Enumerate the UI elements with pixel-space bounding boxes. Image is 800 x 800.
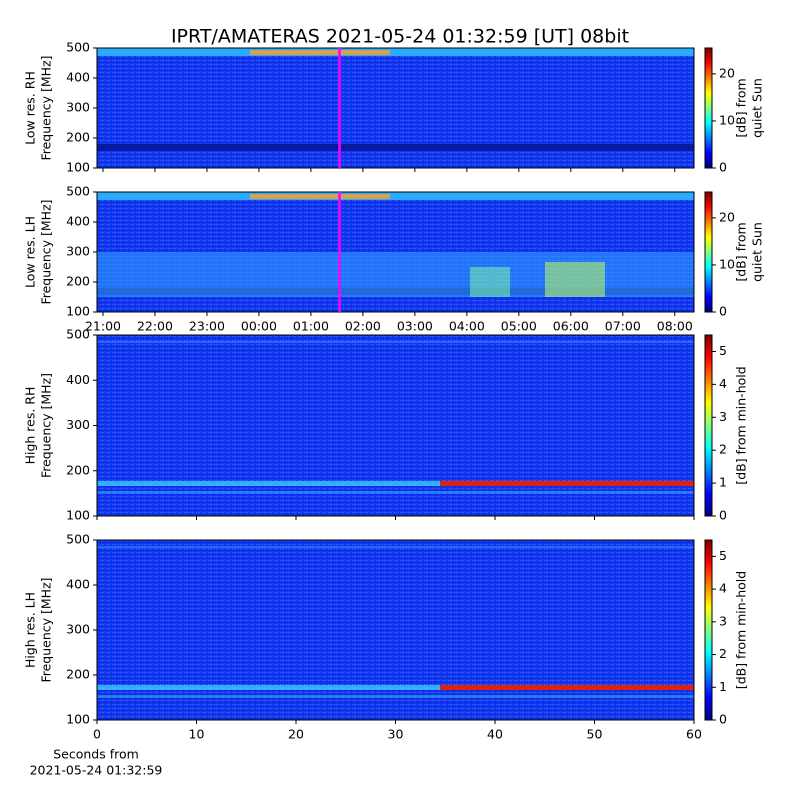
y-tick-label: 100: [66, 508, 90, 523]
emission-band: [440, 481, 694, 486]
y-tick-label: 300: [66, 417, 90, 432]
y-axis-label: Frequency [MHz]: [39, 55, 54, 160]
colorbar-tick-label: 0: [719, 712, 727, 727]
x-axis-label: Seconds from: [53, 747, 139, 762]
emission-band: [97, 341, 694, 343]
y-tick-label: 200: [66, 274, 90, 289]
y-axis-label: High res. LH: [23, 592, 38, 668]
colorbar: [704, 334, 713, 517]
x-tick-label: 08:00: [657, 319, 693, 334]
emission-band: [97, 491, 694, 494]
y-tick-label: 200: [66, 667, 90, 682]
colorbar-tick-label: 10: [719, 112, 735, 127]
y-tick-label: 500: [66, 532, 90, 547]
y-tick-label: 500: [66, 184, 90, 199]
colorbar-label: [dB] from min-hold: [734, 571, 749, 689]
y-axis-label: Frequency [MHz]: [39, 373, 54, 478]
y-tick-label: 400: [66, 70, 90, 85]
emission-band: [97, 192, 694, 200]
y-tick-label: 300: [66, 622, 90, 637]
colorbar-tick-label: 0: [719, 304, 727, 319]
emission-region: [545, 262, 605, 297]
y-axis-label: Frequency [MHz]: [39, 577, 54, 682]
y-tick-label: 100: [66, 304, 90, 319]
x-tick-label: 10: [189, 727, 205, 742]
y-tick-label: 100: [66, 712, 90, 727]
emission-band: [250, 194, 390, 199]
x-tick-label: 50: [587, 727, 603, 742]
colorbar-tick-label: 10: [719, 256, 735, 271]
spectrogram: [97, 335, 694, 516]
colorbar-tick-label: 4: [719, 581, 727, 596]
x-tick-label: 0: [93, 727, 101, 742]
x-tick-label: 05:00: [501, 319, 537, 334]
colorbar-tick-label: 4: [719, 376, 727, 391]
emission-region: [470, 267, 510, 297]
y-tick-label: 400: [66, 372, 90, 387]
y-tick-label: 200: [66, 462, 90, 477]
y-tick-label: 400: [66, 214, 90, 229]
colorbar-tick-label: 20: [719, 209, 735, 224]
spectrogram: [97, 540, 694, 720]
x-tick-label: 23:00: [189, 319, 225, 334]
y-tick-label: 500: [66, 40, 90, 55]
x-tick-label: 20: [288, 727, 304, 742]
y-tick-label: 400: [66, 577, 90, 592]
x-tick-label: 06:00: [553, 319, 589, 334]
colorbar-tick-label: 5: [719, 343, 727, 358]
colorbar-label: quiet Sun: [750, 222, 765, 282]
x-tick-label: 21:00: [85, 319, 121, 334]
y-tick-label: 200: [66, 130, 90, 145]
x-tick-label: 04:00: [449, 319, 485, 334]
x-tick-label: 22:00: [137, 319, 173, 334]
emission-band: [97, 48, 694, 56]
colorbar-tick-label: 1: [719, 475, 727, 490]
colorbar-tick-label: 2: [719, 646, 727, 661]
x-tick-label: 30: [388, 727, 404, 742]
x-tick-label: 07:00: [605, 319, 641, 334]
colorbar: [704, 539, 713, 721]
colorbar-tick-label: 2: [719, 442, 727, 457]
colorbar: [704, 47, 713, 169]
emission-band: [250, 50, 390, 55]
y-axis-label: Low res. RH: [23, 71, 38, 145]
emission-band: [97, 144, 694, 151]
emission-band: [440, 685, 694, 690]
colorbar-label: [dB] from: [734, 222, 749, 281]
x-tick-label: 02:00: [345, 319, 381, 334]
emission-band: [97, 695, 694, 698]
colorbar-label: [dB] from: [734, 78, 749, 137]
colorbar-label: quiet Sun: [750, 78, 765, 138]
colorbar-tick-label: 1: [719, 679, 727, 694]
colorbar-tick-label: 3: [719, 613, 727, 628]
chart-title: IPRT/AMATERAS 2021-05-24 01:32:59 [UT] 0…: [171, 26, 629, 48]
colorbar-label: [dB] from min-hold: [734, 366, 749, 484]
colorbar-tick-label: 3: [719, 409, 727, 424]
y-tick-label: 100: [66, 160, 90, 175]
colorbar-tick-label: 0: [719, 508, 727, 523]
x-tick-label: 01:00: [293, 319, 329, 334]
x-axis-label: 2021-05-24 01:32:59: [30, 763, 163, 778]
x-tick-label: 03:00: [397, 319, 433, 334]
y-tick-label: 500: [66, 327, 90, 342]
y-tick-label: 300: [66, 244, 90, 259]
y-axis-label: Frequency [MHz]: [39, 199, 54, 304]
emission-band: [97, 685, 694, 690]
colorbar-tick-label: 20: [719, 65, 735, 80]
y-axis-label: High res. RH: [23, 387, 38, 465]
colorbar-tick-label: 5: [719, 548, 727, 563]
x-tick-label: 00:00: [241, 319, 277, 334]
colorbar-tick-label: 0: [719, 160, 727, 175]
colorbar: [704, 191, 713, 313]
emission-band: [97, 546, 694, 548]
emission-band: [97, 481, 694, 486]
y-axis-label: Low res. LH: [23, 216, 38, 288]
y-tick-label: 300: [66, 100, 90, 115]
x-tick-label: 40: [487, 727, 503, 742]
x-tick-label: 60: [686, 727, 702, 742]
